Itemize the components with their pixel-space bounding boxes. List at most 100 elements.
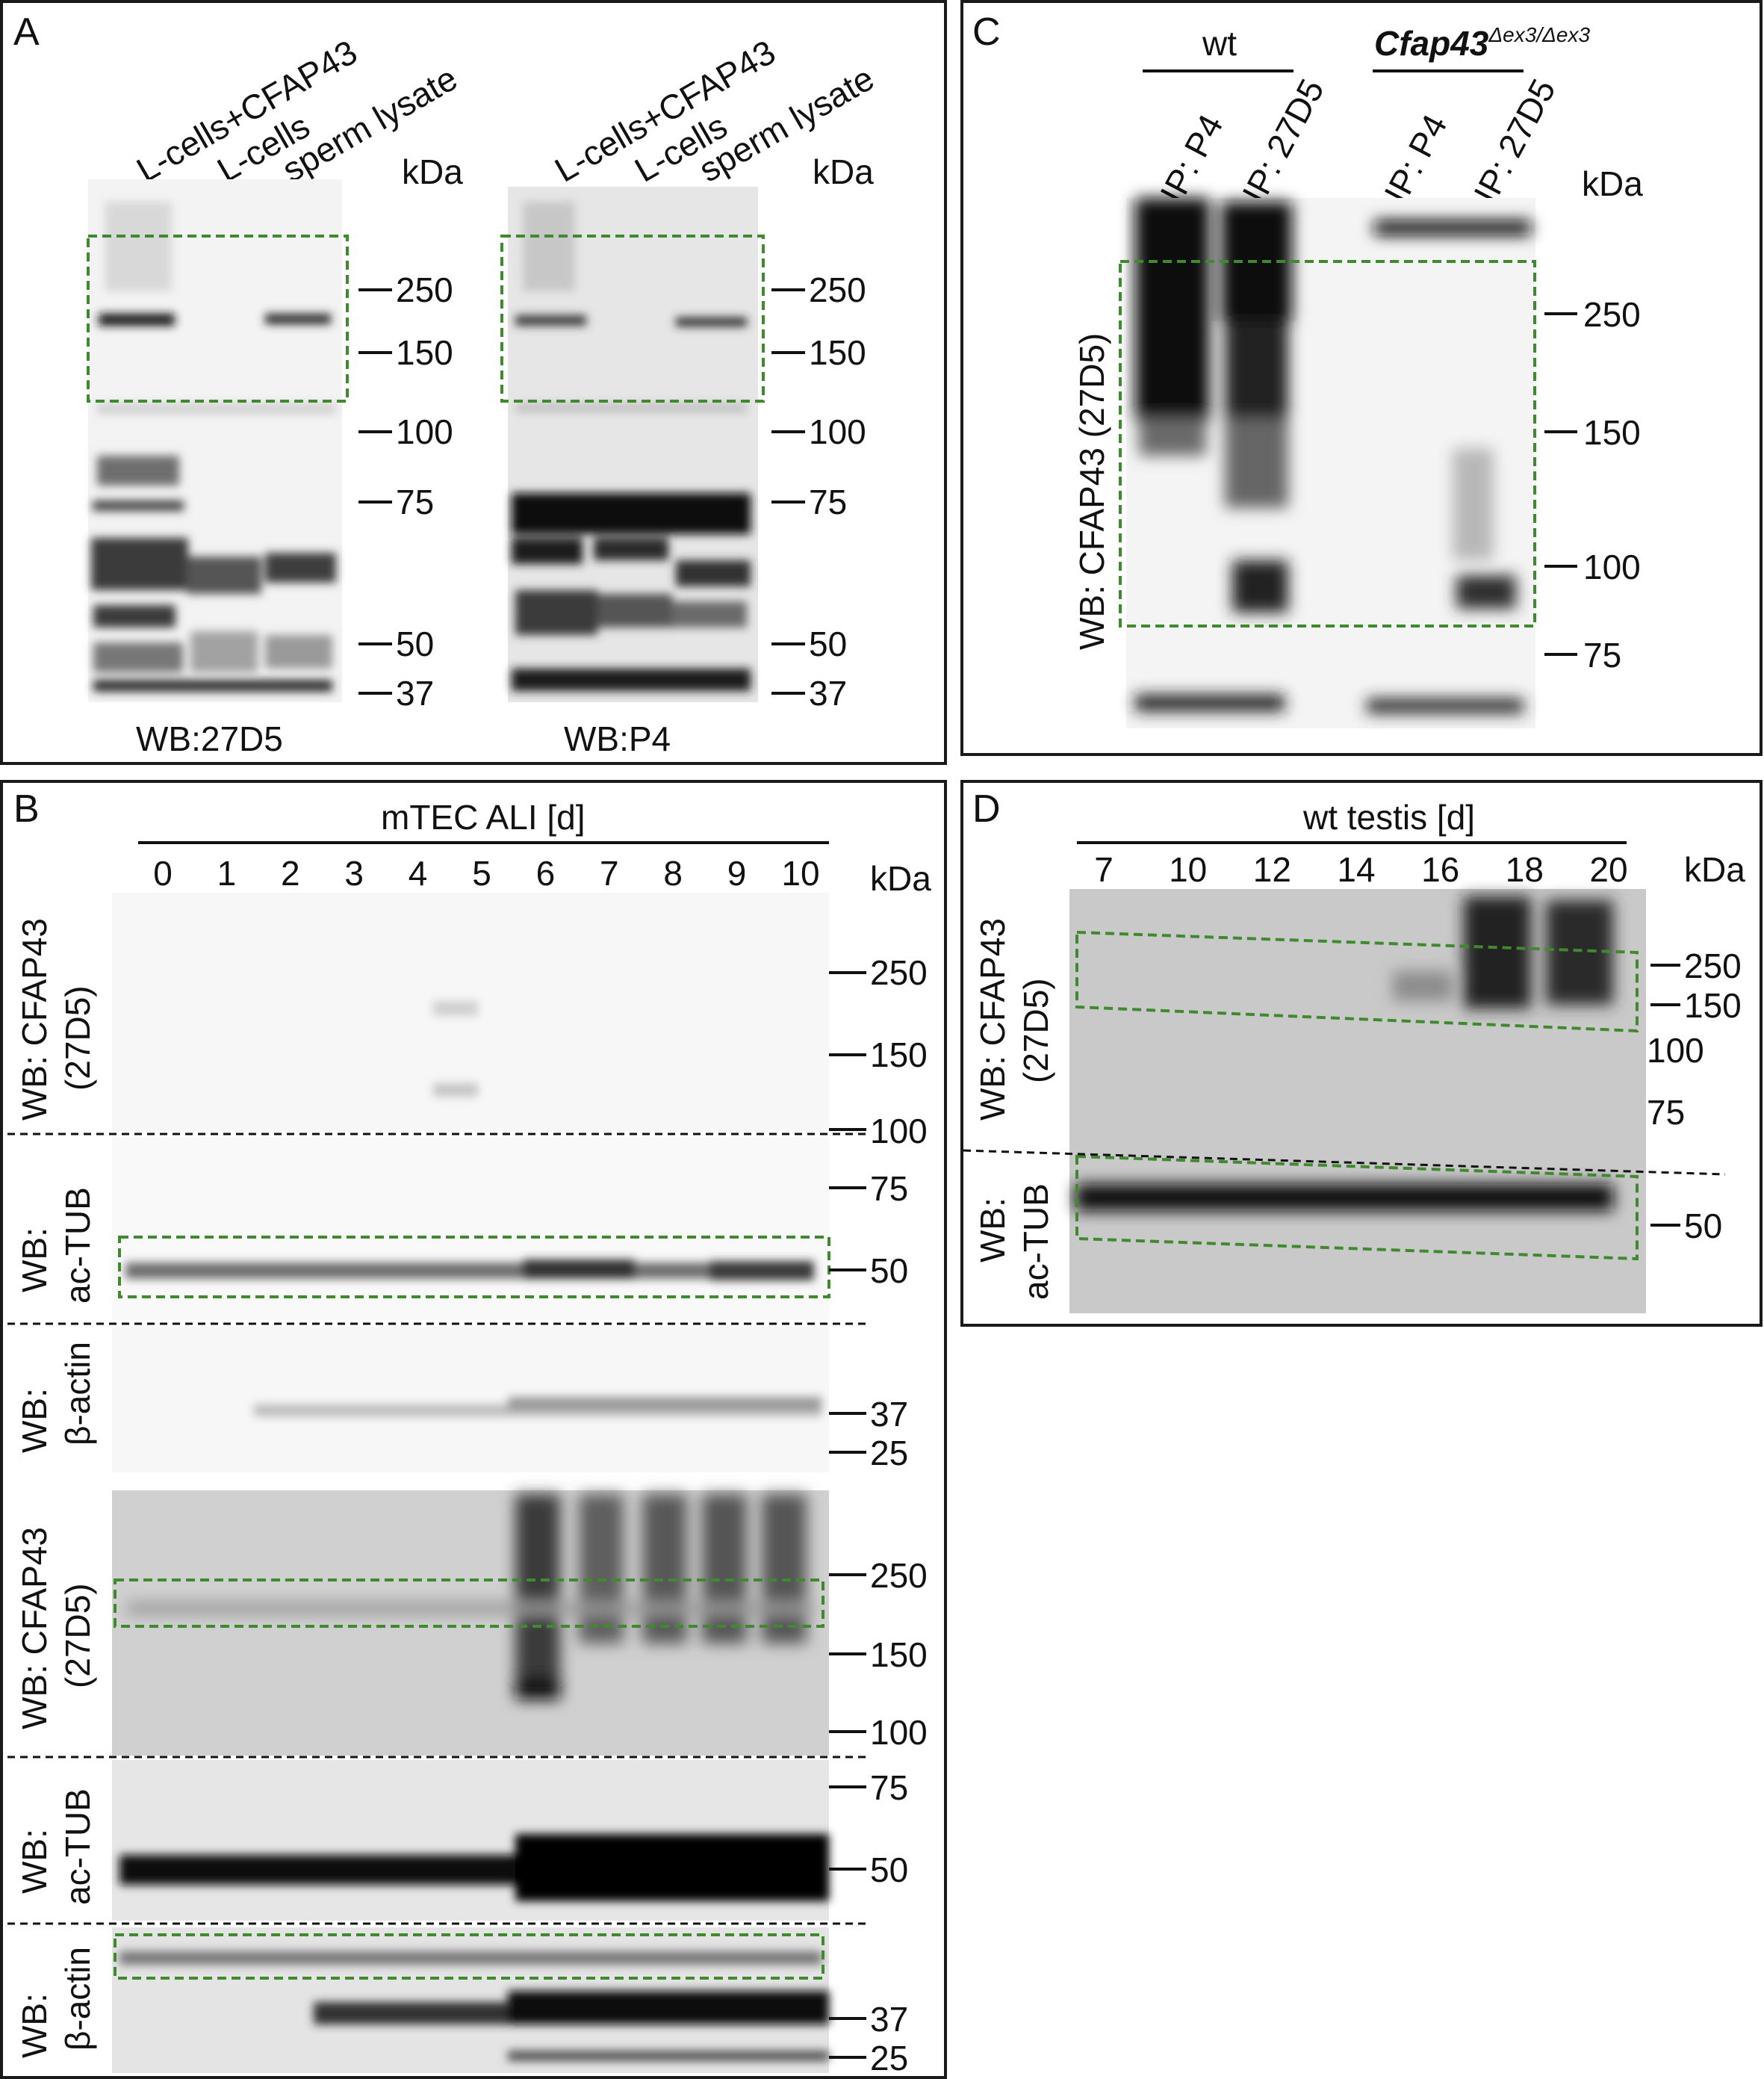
marker-ladder: 250 150 100 75 50 37 25 250 150 100 75 5… <box>829 953 928 2078</box>
day-label: 3 <box>344 854 364 893</box>
row-label: WB: <box>15 1388 54 1453</box>
panel-c-letter: C <box>972 10 1001 54</box>
marker-label: 250 <box>870 953 928 992</box>
panel-b-letter: B <box>13 787 40 831</box>
panel-c-frame <box>960 0 1763 756</box>
strip-b2 <box>112 1137 829 1320</box>
kda-label: kDa <box>1582 164 1643 203</box>
day-label: 5 <box>472 854 491 893</box>
day-label: 9 <box>727 854 747 893</box>
group-label-ko: Cfap43Δex3/Δex3 <box>1374 23 1590 63</box>
bands <box>512 202 751 691</box>
highlight-box <box>114 1933 824 1980</box>
blot-caption: WB:P4 <box>564 719 671 758</box>
day-label: 20 <box>1589 850 1627 889</box>
marker-label: 250 <box>809 270 866 309</box>
strip-b6-bands <box>119 1951 829 2061</box>
panel-b-title: mTEC ALI [d] <box>381 798 586 837</box>
day-labels: 7 10 12 14 16 18 20 <box>1094 850 1627 889</box>
marker-label: 100 <box>809 412 866 451</box>
blot-a2: 250 150 100 75 50 37 WB:P4 <box>500 187 866 758</box>
lane-label: IP: 27D5 <box>1235 72 1332 208</box>
marker-label: 250 <box>870 1556 928 1595</box>
marker-label: 25 <box>870 2039 908 2078</box>
band <box>99 314 175 326</box>
lane-label: IP: P4 <box>1376 108 1455 209</box>
row-label-sub: ac-TUB <box>58 1788 97 1905</box>
strip-b3-bands <box>254 1397 822 1416</box>
panel-a: A L-cells+CFAP43 L-cells sperm lysate L-… <box>0 0 947 765</box>
bands <box>1135 198 1531 713</box>
day-label: 8 <box>663 854 683 893</box>
marker-label: 100 <box>1647 1031 1704 1070</box>
row-label: WB: <box>15 1227 54 1292</box>
marker-label: 100 <box>1583 548 1641 586</box>
day-label: 10 <box>781 854 819 893</box>
highlight-box <box>1075 1154 1639 1261</box>
marker-label: 250 <box>1684 946 1742 985</box>
day-label: 14 <box>1337 850 1375 889</box>
marker-label: 50 <box>809 625 847 663</box>
marker-label: 25 <box>870 1434 908 1472</box>
panel-a-frame <box>0 0 947 765</box>
panel-d-title: wt testis [d] <box>1302 798 1475 837</box>
panel-d: D wt testis [d] 7 10 12 14 16 18 20 kDa WB: CF… <box>960 780 1763 1327</box>
marker-label: 150 <box>1583 413 1641 452</box>
marker-label: 100 <box>396 412 453 451</box>
group-label-ko-gene: Cfap43 <box>1374 24 1489 63</box>
marker-label: 150 <box>396 333 453 372</box>
strip-b1-bands <box>433 1001 478 1097</box>
blot-a1: 250 150 100 75 50 37 WB:27D5 <box>87 179 453 758</box>
marker-label: 37 <box>870 2000 908 2039</box>
row-label-sub: (27D5) <box>1016 978 1055 1083</box>
marker-label: 150 <box>809 333 866 372</box>
row-label: WB: CFAP43 <box>15 918 54 1121</box>
row-label-sub: β-actin <box>58 1342 97 1446</box>
group-label-ko-allele: Δex3/Δex3 <box>1488 23 1590 46</box>
strip-b2-bands <box>125 1260 814 1280</box>
marker-label: 75 <box>1647 1093 1685 1132</box>
day-label: 6 <box>536 854 556 893</box>
panel-d-frame <box>960 780 1763 1327</box>
row-label-sub: ac-TUB <box>58 1187 97 1304</box>
day-labels: 0 1 2 3 4 5 6 7 8 9 10 <box>153 854 819 893</box>
day-label: 18 <box>1506 850 1544 889</box>
marker-ladder: 250 150 100 75 50 37 <box>358 270 453 713</box>
marker-label: 75 <box>809 483 847 521</box>
blot-caption: WB:27D5 <box>136 719 283 758</box>
marker-label: 75 <box>396 483 434 521</box>
row-label-sub: β-actin <box>58 1947 97 2051</box>
wb-label: WB: CFAP43 (27D5) <box>1072 333 1111 650</box>
kda-label: kDa <box>870 859 931 898</box>
marker-label: 37 <box>809 674 847 713</box>
band <box>265 314 331 324</box>
day-label: 4 <box>409 854 428 893</box>
marker-label: 75 <box>1583 636 1621 675</box>
kda-label: kDa <box>402 152 463 191</box>
kda-label: kDa <box>813 152 874 191</box>
lane-label: IP: 27D5 <box>1466 72 1563 208</box>
highlight-box <box>114 1578 824 1628</box>
row-label: WB: CFAP43 <box>973 918 1012 1121</box>
kda-label: kDa <box>1684 850 1745 889</box>
day-label: 7 <box>1094 850 1114 889</box>
marker-label: 250 <box>396 270 453 309</box>
blot-d-bands <box>1075 896 1613 1211</box>
day-label: 0 <box>153 854 173 893</box>
panel-c: C wt Cfap43Δex3/Δex3 IP: P4 IP: 27D5 IP:… <box>960 0 1763 756</box>
marker-label: 150 <box>870 1035 928 1074</box>
strip-b4-bands <box>127 1494 814 1700</box>
row-label-sub: (27D5) <box>58 985 97 1091</box>
band <box>512 493 751 534</box>
highlight-box <box>500 235 765 403</box>
marker-label: 50 <box>396 625 434 663</box>
row-label-sub: (27D5) <box>58 1583 97 1688</box>
day-label: 7 <box>600 854 619 893</box>
marker-label: 75 <box>870 1169 908 1208</box>
group-label-wt: wt <box>1202 24 1237 63</box>
row-label-sub: ac-TUB <box>1016 1183 1055 1300</box>
row-label: WB: <box>15 1993 54 2058</box>
highlight-box <box>87 235 349 403</box>
marker-label: 50 <box>870 1251 908 1290</box>
